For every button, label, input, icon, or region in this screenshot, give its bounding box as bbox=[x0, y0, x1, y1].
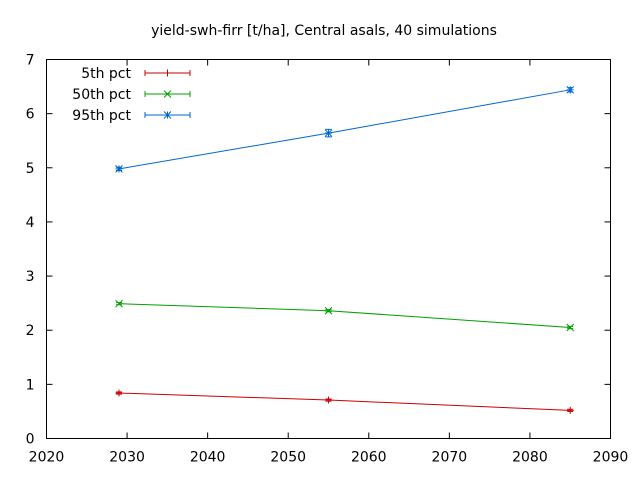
x-tick-label: 2070 bbox=[432, 450, 468, 466]
x-tick-label: 2060 bbox=[351, 450, 387, 466]
legend-marker bbox=[164, 69, 171, 77]
y-tick-label: 6 bbox=[26, 107, 35, 123]
x-tick-label: 2090 bbox=[593, 450, 629, 466]
series-layer bbox=[115, 85, 575, 414]
x-tick-label: 2030 bbox=[109, 450, 145, 466]
series-line bbox=[118, 303, 571, 329]
data-point bbox=[325, 396, 332, 404]
data-point bbox=[324, 306, 333, 315]
legend-label: 50th pct bbox=[72, 87, 131, 103]
series-3 bbox=[115, 85, 575, 173]
y-tick-label: 0 bbox=[26, 432, 35, 448]
x-tick-label: 2020 bbox=[29, 450, 65, 466]
y-tick-label: 3 bbox=[26, 269, 35, 285]
legend-entry-3: 95th pct bbox=[72, 108, 191, 124]
series-line bbox=[118, 89, 571, 170]
legend: 5th pct 50th pct 95th pct bbox=[72, 66, 191, 124]
legend-entry-2: 50th pct bbox=[72, 87, 191, 103]
plot-frame bbox=[46, 59, 611, 439]
legend-label: 95th pct bbox=[72, 108, 131, 124]
y-tick-label: 7 bbox=[26, 53, 35, 69]
y-tick-label: 1 bbox=[26, 377, 35, 393]
data-point bbox=[566, 323, 575, 332]
series-line bbox=[118, 392, 571, 411]
y-tick-label: 5 bbox=[26, 161, 35, 177]
chart-title: yield-swh-firr [t/ha], Central asals, 40… bbox=[151, 23, 497, 39]
series-2 bbox=[115, 299, 575, 332]
series-1 bbox=[115, 389, 574, 414]
y-tick-label: 4 bbox=[26, 215, 35, 231]
legend-marker bbox=[163, 111, 172, 119]
data-point bbox=[115, 389, 123, 397]
legend-label: 5th pct bbox=[81, 66, 131, 82]
data-point bbox=[566, 85, 575, 94]
y-tick-label: 2 bbox=[26, 323, 35, 339]
data-point bbox=[324, 129, 333, 137]
x-tick-label: 2040 bbox=[190, 450, 226, 466]
axes: 2020 2030 2040 2050 2060 2070 2080 2090 0 1 2 3 4 5 6 7 bbox=[26, 53, 629, 466]
x-tick-label: 2080 bbox=[512, 450, 548, 466]
data-point bbox=[115, 299, 123, 308]
legend-marker bbox=[163, 90, 172, 98]
data-point bbox=[566, 406, 574, 414]
data-point bbox=[115, 165, 123, 173]
x-tick-label: 2050 bbox=[270, 450, 306, 466]
legend-entry-1: 5th pct bbox=[81, 66, 191, 82]
